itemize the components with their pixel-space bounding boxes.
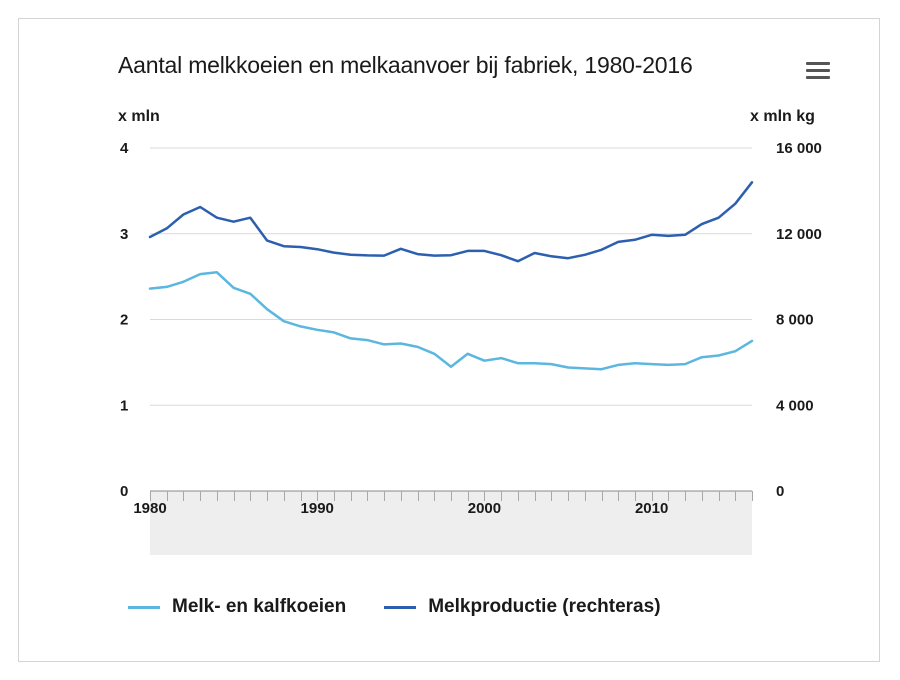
grid-lines	[150, 147, 752, 406]
menu-bar	[806, 76, 830, 79]
x-tick-label: 1980	[133, 500, 166, 517]
y-axis-left: 0 1 2 3 4	[120, 140, 129, 500]
legend: Melk- en kalfkoeien Melkproductie (recht…	[128, 596, 699, 618]
y-right-tick-label: 16 000	[776, 140, 822, 157]
y-right-tick-label: 12 000	[776, 226, 822, 243]
y-right-tick-label: 4 000	[776, 397, 814, 414]
y-left-tick-label: 2	[120, 312, 128, 329]
legend-label-cows: Melk- en kalfkoeien	[172, 596, 347, 617]
legend-swatch-milk	[384, 605, 417, 609]
x-tick-label: 2000	[468, 500, 501, 517]
chart-title: Aantal melkkoeien en melkaanvoer bij fab…	[118, 52, 693, 78]
legend-item-cows[interactable]: Melk- en kalfkoeien	[128, 596, 346, 618]
series-lines	[148, 181, 754, 371]
y-right-tick-label: 0	[776, 483, 784, 500]
legend-item-milk[interactable]: Melkproductie (rechteras)	[384, 596, 661, 618]
y-left-tick-label: 4	[120, 140, 129, 157]
menu-bar	[806, 62, 830, 65]
legend-swatch-cows	[128, 605, 160, 609]
series-line-cows	[148, 271, 754, 371]
x-axis: 1980 1990 2000 2010	[133, 490, 753, 517]
legend-label-milk: Melkproductie (rechteras)	[428, 596, 661, 617]
x-tick-label: 2010	[635, 500, 668, 517]
menu-bar	[806, 69, 830, 72]
y-axis-right: 0 4 000 8 000 12 000 16 000	[776, 140, 822, 500]
y-axis-left-label: x mln	[118, 108, 160, 125]
y-left-tick-label: 3	[120, 226, 128, 243]
x-tick-label: 1990	[301, 500, 334, 517]
series-line-milk	[148, 181, 754, 263]
hamburger-menu-icon[interactable]	[806, 62, 830, 82]
y-axis-right-label: x mln kg	[750, 108, 815, 125]
y-right-tick-label: 8 000	[776, 312, 814, 329]
y-left-tick-label: 1	[120, 397, 128, 414]
y-left-tick-label: 0	[120, 483, 128, 500]
navigator-band-rect	[150, 491, 752, 555]
navigator-band	[150, 491, 752, 555]
